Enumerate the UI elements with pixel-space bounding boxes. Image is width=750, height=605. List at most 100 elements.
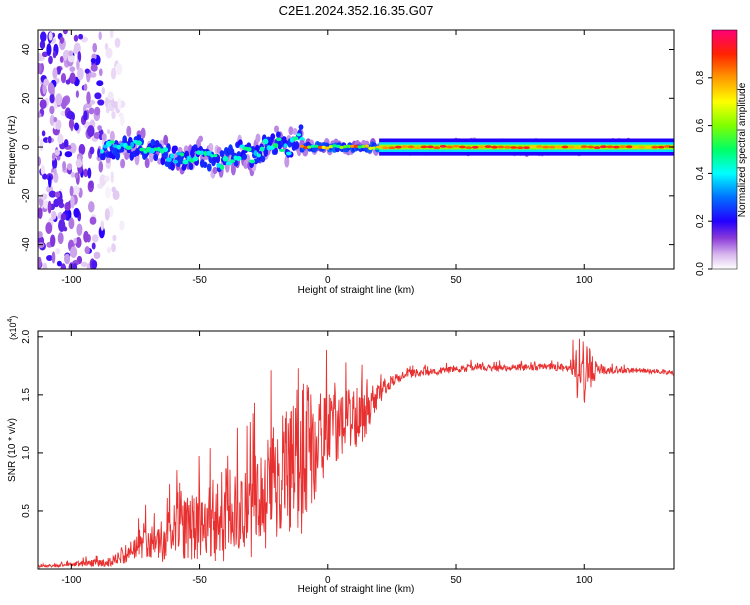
spectrogram-blob — [46, 43, 52, 56]
spectrogram-blob — [68, 217, 75, 230]
spectrogram-blob — [99, 174, 107, 187]
spectrogram-blob — [375, 145, 383, 149]
spectrogram-blob — [163, 149, 169, 160]
spectrogram-blob — [51, 251, 56, 264]
colorbar-gradient — [712, 30, 737, 269]
spectrogram-blob — [66, 163, 73, 171]
spectrogram-blob — [523, 146, 530, 150]
spectrogram-blob — [80, 261, 88, 268]
spectrogram-blob — [192, 156, 199, 162]
spectrogram-blob — [78, 33, 84, 40]
spectrogram-blob — [48, 31, 53, 41]
spectrogram-blob — [162, 147, 169, 153]
spectrogram-blob — [88, 107, 95, 115]
spectrogram-blob — [173, 145, 178, 152]
spectrogram-blob — [235, 156, 242, 161]
spectrogram-blob — [503, 145, 511, 149]
spectrogram-blob — [256, 153, 261, 158]
spectrogram-blob — [535, 145, 543, 149]
spectrogram-blob — [72, 263, 78, 269]
spectrogram-blob — [45, 222, 53, 235]
spectrogram-blob — [111, 243, 116, 253]
spectrogram-blob — [93, 251, 101, 260]
spectrogram-blob — [163, 134, 169, 146]
spectrogram-blob — [299, 144, 305, 148]
spectrogram-blob — [51, 152, 56, 161]
spectrogram-blob — [612, 145, 620, 149]
spectrogram-blob — [97, 99, 105, 106]
spectrogram-blob — [510, 146, 518, 149]
spectrogram-blob — [68, 118, 75, 130]
spectrogram-blob — [114, 63, 123, 76]
x-tick-label: -50 — [192, 575, 207, 586]
spectrogram-y-axis-label: Frequency (Hz) — [7, 116, 18, 185]
spectrogram-blob — [47, 82, 54, 94]
spectrogram-blob — [60, 213, 67, 221]
spectrogram-blob — [111, 110, 116, 120]
spectrogram-panel: -100 -50 0 50 100 -40 -20 0 20 40 Height of strai… — [7, 29, 675, 296]
spectrogram-blob — [210, 154, 215, 158]
spectrogram-blob — [310, 144, 316, 148]
spectrogram-blob — [426, 145, 434, 149]
spectrogram-blob — [100, 220, 105, 231]
snr-scale-exponent: 4 — [7, 318, 14, 322]
colorbar-frame — [711, 29, 738, 270]
colorbar-label: Normalized spectral amplitude — [737, 82, 748, 217]
snr-frame — [37, 330, 675, 570]
spectrogram-blob — [285, 151, 292, 156]
spectrogram-blob — [638, 145, 646, 149]
colorbar-tick-label: 0.8 — [695, 70, 706, 84]
spectrogram-blob — [38, 242, 45, 249]
spectrogram-blob — [94, 92, 102, 100]
spectrogram-blob — [39, 99, 47, 109]
snr-scale-close: ) — [8, 316, 18, 319]
spectrogram-blob — [94, 106, 101, 116]
spectrogram-blob — [83, 83, 88, 91]
spectrogram-blob — [136, 134, 142, 141]
spectrogram-blob — [42, 262, 48, 269]
spectrogram-blob — [104, 208, 110, 221]
spectrogram-blob — [328, 145, 334, 149]
spectrogram-blob — [91, 259, 98, 269]
spectrogram-blob — [42, 173, 48, 180]
snr-background — [38, 331, 674, 569]
spectrogram-blob — [198, 135, 204, 143]
spectrogram-blob — [294, 141, 300, 150]
x-tick-label: -50 — [192, 275, 207, 286]
spectrogram-blob — [64, 253, 71, 265]
spectrogram-blob — [55, 119, 62, 130]
spectrogram-blob — [60, 98, 67, 110]
spectrogram-blob — [55, 93, 63, 106]
spectrogram-blob — [83, 230, 89, 243]
spectrogram-blob — [651, 145, 659, 149]
spectrogram-blob — [86, 91, 91, 105]
spectrogram-blob — [73, 34, 79, 42]
spectrogram-blob — [245, 147, 252, 152]
spectrogram-blob — [439, 145, 447, 148]
spectrogram-blob — [48, 55, 53, 65]
spectrogram-blob — [43, 78, 50, 87]
spectrogram-blob — [49, 105, 55, 115]
spectrogram-blob — [182, 159, 189, 165]
spectrogram-blob — [73, 237, 77, 245]
spectrogram-blob — [92, 42, 98, 53]
spectrogram-blob — [38, 135, 41, 143]
spectrogram-blob — [471, 145, 479, 149]
spectrogram-blob — [516, 146, 524, 150]
spectrogram-blob — [84, 68, 90, 74]
spectrogram-blob — [109, 130, 115, 142]
x-tick-label: 0 — [325, 575, 331, 586]
spectrogram-blob — [561, 145, 569, 149]
spectrogram-blob — [335, 144, 341, 148]
spectrogram-blob — [353, 144, 359, 148]
x-tick-label: 50 — [450, 575, 462, 586]
spectrogram-blob — [580, 145, 588, 149]
snr-y-axis-label: SNR (10 * v/v) — [7, 418, 18, 482]
x-tick-label: -100 — [61, 275, 81, 286]
chart-title: C2E1.2024.352.16.35.G07 — [279, 3, 434, 18]
spectrogram-blob — [87, 167, 92, 179]
spectrogram-blob — [491, 145, 498, 149]
spectrogram-blob — [180, 152, 185, 157]
spectrogram-blob — [332, 144, 337, 148]
spectrogram-blob — [458, 145, 466, 149]
